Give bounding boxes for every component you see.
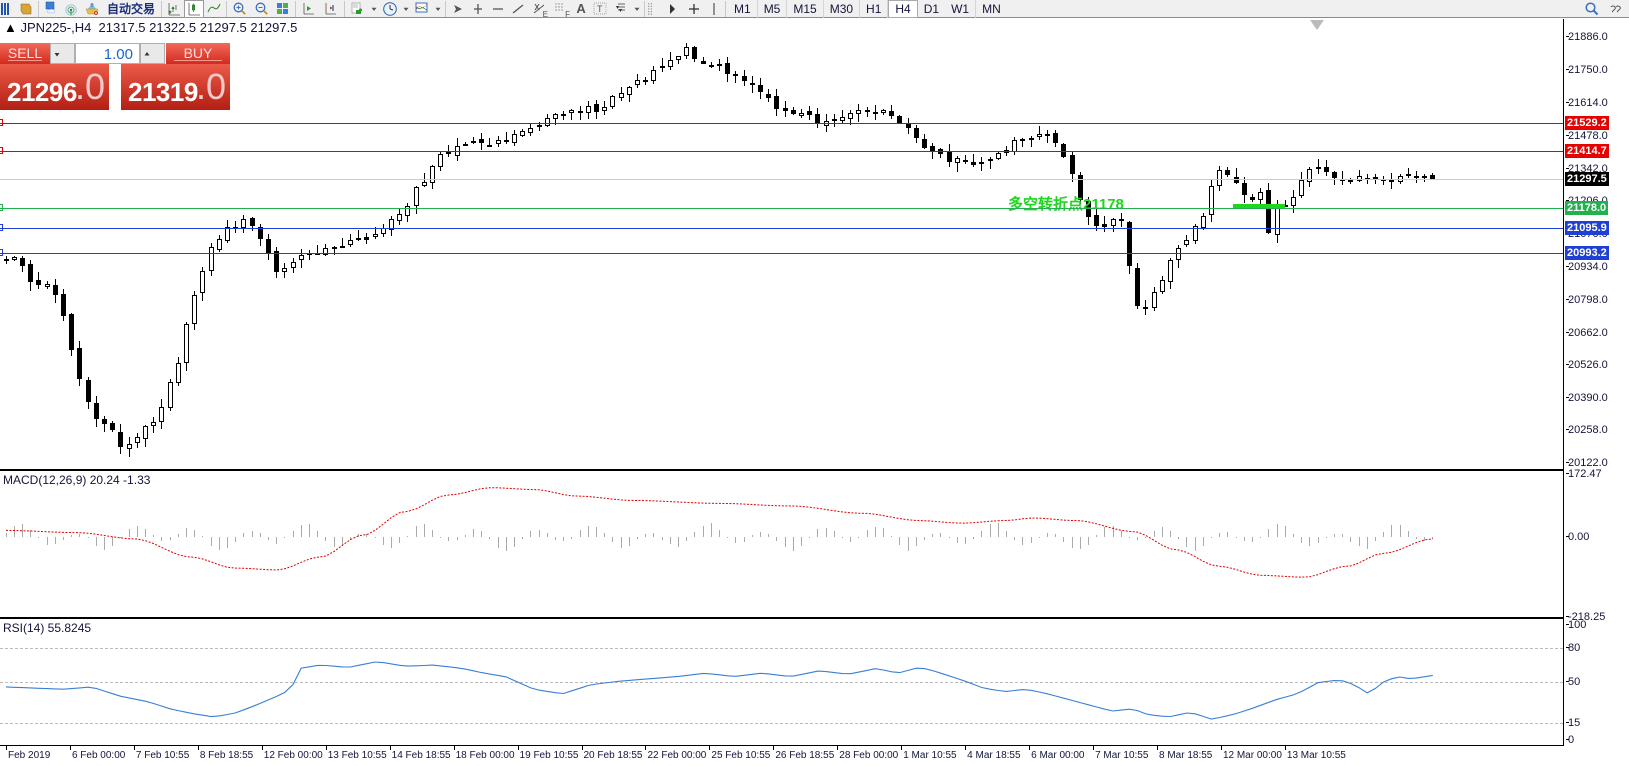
svg-text:T: T xyxy=(597,4,603,14)
